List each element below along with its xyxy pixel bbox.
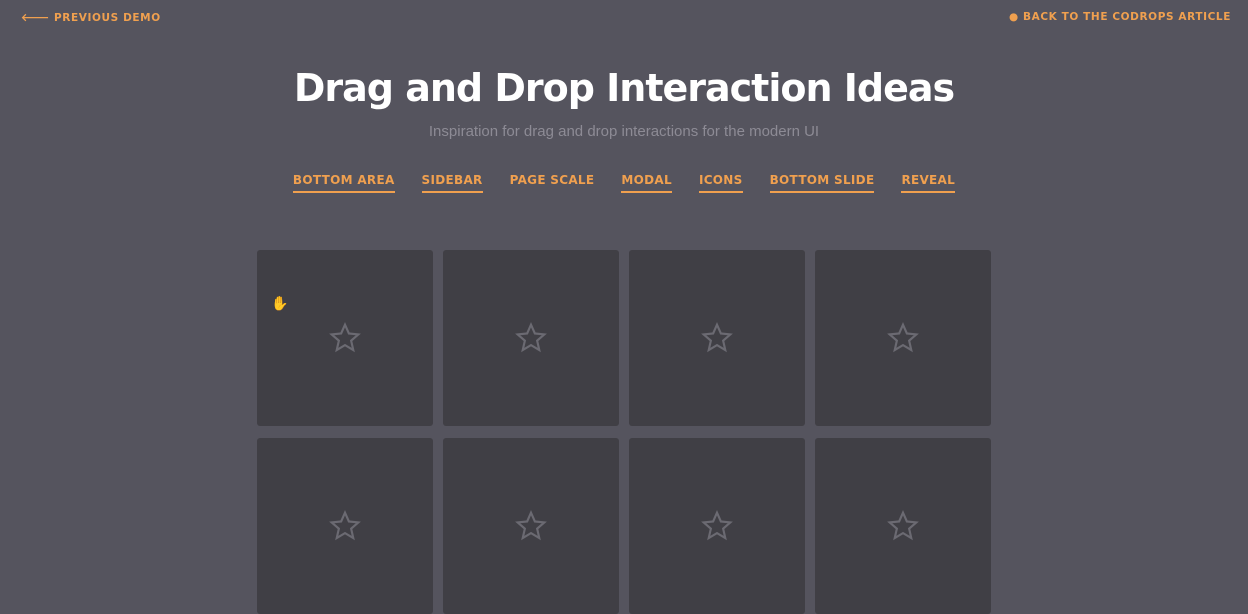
star-icon — [515, 510, 547, 541]
previous-demo-link[interactable]: 🡐 Previous Demo — [21, 11, 161, 24]
nav-bottom-slide[interactable]: Bottom Slide — [769, 173, 875, 193]
back-article-label: Back to the Codrops Article — [1023, 11, 1231, 23]
arrow-left-icon: 🡐 — [21, 12, 55, 24]
hand-cursor-icon: ✋ — [271, 296, 289, 312]
page-subtitle: Inspiration for drag and drop interactio… — [428, 123, 820, 140]
star-icon — [701, 322, 733, 353]
grid-item[interactable] — [815, 250, 991, 426]
grid-item[interactable] — [257, 438, 433, 614]
grid-item[interactable] — [443, 250, 619, 426]
demo-nav: Bottom Area Sidebar Page Scale Modal Ico… — [0, 173, 1248, 193]
nav-icons[interactable]: Icons — [698, 173, 743, 193]
grid-item[interactable] — [443, 438, 619, 614]
star-icon — [887, 322, 919, 353]
star-icon — [701, 510, 733, 541]
grid-item[interactable] — [815, 438, 991, 614]
star-icon — [887, 510, 919, 541]
grid-item[interactable] — [629, 438, 805, 614]
nav-reveal[interactable]: Reveal — [901, 173, 956, 193]
page-title: Drag and Drop Interaction Ideas — [293, 66, 955, 110]
star-icon — [515, 322, 547, 353]
back-to-article-link[interactable]: ● Back to the Codrops Article — [1009, 11, 1231, 23]
nav-modal[interactable]: Modal — [621, 173, 672, 193]
draggable-grid — [257, 250, 991, 614]
grid-item[interactable] — [257, 250, 433, 426]
drop-icon: ● — [1008, 11, 1023, 23]
nav-page-scale[interactable]: Page Scale — [509, 173, 595, 187]
nav-sidebar[interactable]: Sidebar — [421, 173, 483, 193]
star-icon — [329, 510, 361, 541]
star-icon — [329, 322, 361, 353]
nav-bottom-area[interactable]: Bottom Area — [292, 173, 395, 193]
previous-demo-label: Previous Demo — [54, 12, 161, 24]
grid-item[interactable] — [629, 250, 805, 426]
